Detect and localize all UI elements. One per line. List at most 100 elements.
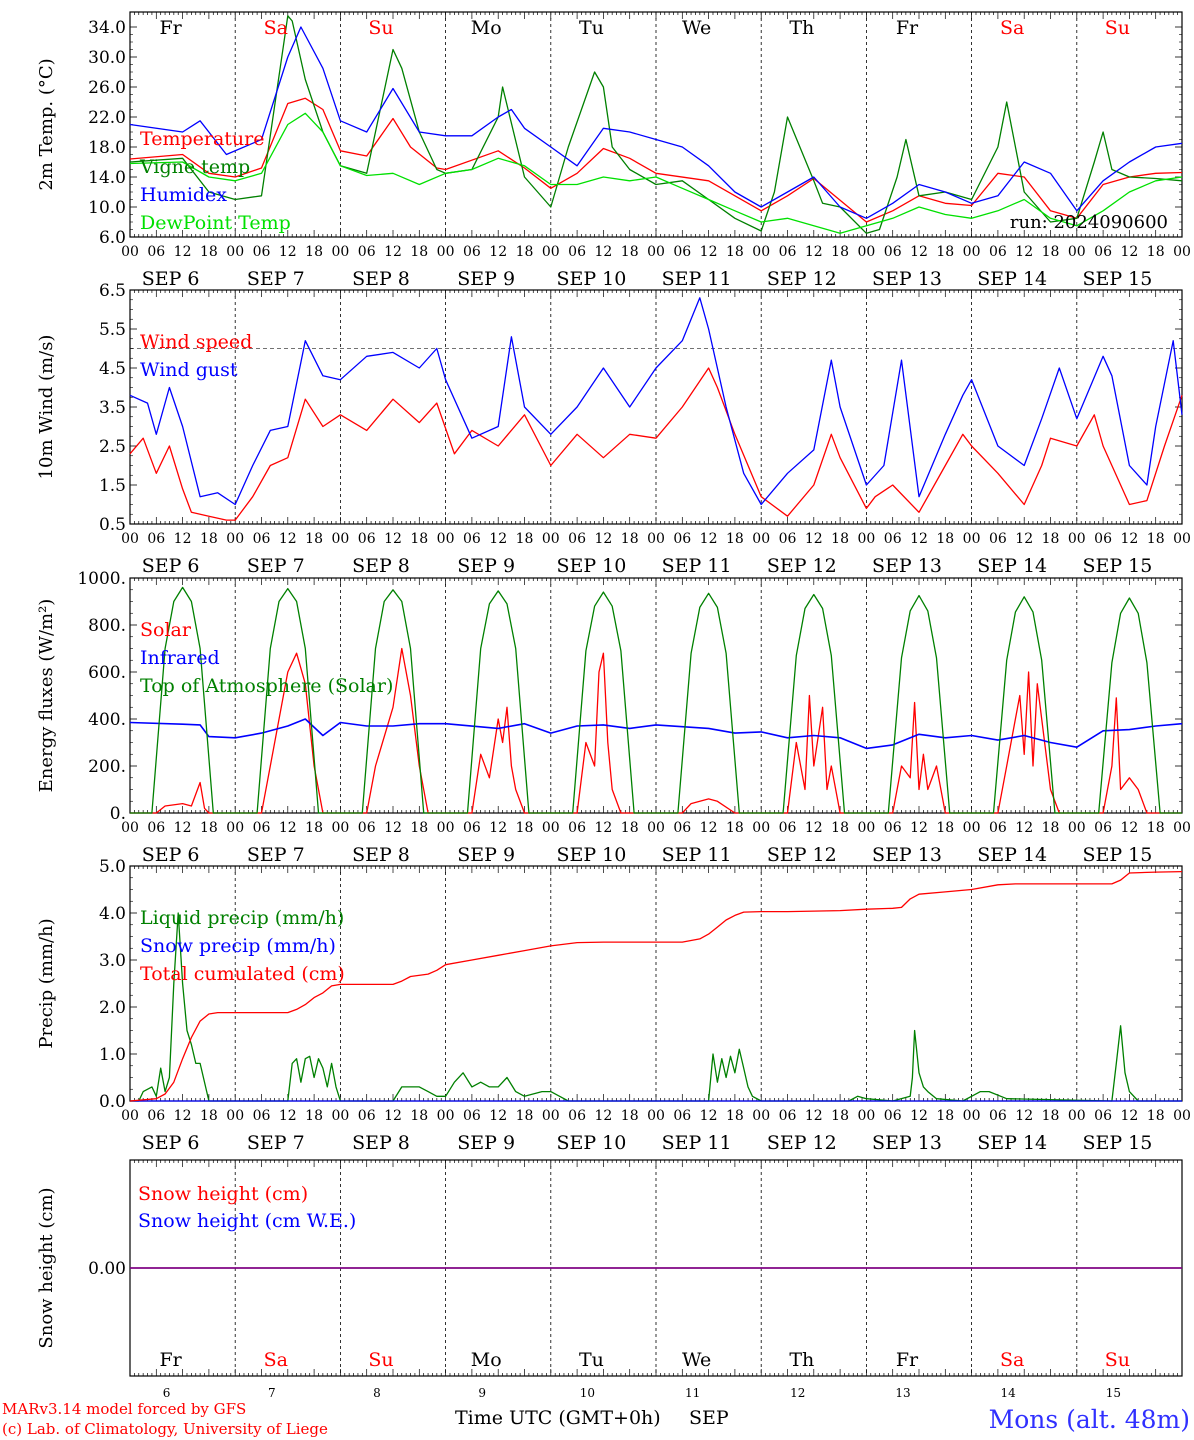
- panel-4: 0.0 1.0 2.0 3.0 4.0 5.0 Precip (mm/h) 00 06 12 18 0…: [36, 857, 1191, 1154]
- run-label: run: 2024090600: [1010, 212, 1168, 233]
- hour-label: 18: [1147, 1108, 1165, 1124]
- legend-entry: Snow height (cm): [138, 1183, 308, 1205]
- hour-label: 12: [279, 1108, 297, 1124]
- date-label: SEP 13: [872, 1132, 942, 1154]
- hour-label: 18: [305, 1108, 323, 1124]
- hour-label: 06: [253, 531, 271, 547]
- hour-label: 18: [1042, 820, 1060, 836]
- date-label: SEP 14: [977, 555, 1047, 577]
- hour-label: 00: [963, 244, 981, 260]
- day-number-label: 10: [580, 1386, 595, 1400]
- y-tick-label: 1000.: [77, 569, 126, 589]
- y-tick-label: 3.0: [99, 951, 126, 971]
- footer-copyright: (c) Lab. of Climatology, University of L…: [2, 1420, 328, 1438]
- series-top-of-atmosphere-solar-: [130, 586, 1182, 814]
- y-tick-label: 0.5: [99, 515, 126, 535]
- hour-label: 00: [331, 820, 349, 836]
- hour-label: 00: [647, 1108, 665, 1124]
- weekday-label: Fr: [159, 17, 182, 39]
- hour-label: 18: [1147, 820, 1165, 836]
- date-label: SEP 6: [142, 844, 200, 866]
- hour-label: 18: [410, 820, 428, 836]
- date-label: SEP 8: [352, 555, 410, 577]
- hour-label: 00: [963, 531, 981, 547]
- weekday-label: Th: [789, 1349, 814, 1371]
- day-number-label: 7: [268, 1386, 276, 1400]
- series-humidex: [129, 26, 1183, 219]
- date-label: SEP 10: [556, 555, 626, 577]
- date-label: SEP 7: [247, 555, 305, 577]
- hour-label: 18: [831, 244, 849, 260]
- hour-label: 06: [147, 244, 165, 260]
- hour-label: 12: [489, 820, 507, 836]
- date-label: SEP 15: [1082, 844, 1152, 866]
- hour-label: 12: [700, 820, 718, 836]
- y-tick-label: 5.5: [99, 320, 126, 340]
- hour-label: 12: [910, 1108, 928, 1124]
- hour-label: 00: [437, 244, 455, 260]
- y-tick-label: 6.0: [99, 228, 126, 248]
- weekday-label: Su: [368, 1349, 393, 1371]
- series-liquid-precip-mm-h-: [130, 912, 1182, 1102]
- date-label: SEP 11: [662, 555, 732, 577]
- panel-2: 0.5 1.5 2.5 3.5 4.5 5.5 6.5 10m Wind (m/s) 00 06 1…: [36, 281, 1191, 577]
- hour-label: 06: [884, 244, 902, 260]
- hour-label: 12: [805, 1108, 823, 1124]
- date-label: SEP 14: [977, 1132, 1047, 1154]
- hour-label: 06: [463, 244, 481, 260]
- hour-label: 18: [726, 244, 744, 260]
- hour-label: 00: [647, 244, 665, 260]
- hour-label: 00: [121, 244, 139, 260]
- hour-label: 12: [594, 531, 612, 547]
- hour-label: 12: [1120, 531, 1138, 547]
- hour-label: 00: [1173, 244, 1191, 260]
- hour-label: 00: [1068, 244, 1086, 260]
- y-axis-title: 10m Wind (m/s): [36, 335, 57, 480]
- hour-label: 18: [410, 531, 428, 547]
- hour-label: 00: [226, 1108, 244, 1124]
- date-label: SEP 12: [767, 268, 837, 290]
- weekday-label: Sa: [1000, 17, 1024, 39]
- hour-label: 06: [989, 1108, 1007, 1124]
- date-label: SEP 7: [247, 1132, 305, 1154]
- hour-label: 06: [884, 531, 902, 547]
- hour-label: 00: [857, 1108, 875, 1124]
- y-tick-label: 22.0: [88, 108, 126, 128]
- hour-label: 18: [621, 244, 639, 260]
- hour-label: 00: [1173, 1108, 1191, 1124]
- date-label: SEP 13: [872, 844, 942, 866]
- hour-label: 18: [1042, 1108, 1060, 1124]
- x-axis-month: SEP: [689, 1407, 729, 1429]
- hour-label: 00: [542, 1108, 560, 1124]
- hour-label: 00: [857, 244, 875, 260]
- date-label: SEP 8: [352, 268, 410, 290]
- hour-label: 18: [831, 531, 849, 547]
- hour-label: 18: [936, 244, 954, 260]
- date-label: SEP 13: [872, 555, 942, 577]
- hour-label: 00: [1068, 820, 1086, 836]
- hour-label: 06: [779, 820, 797, 836]
- hour-label: 00: [226, 244, 244, 260]
- hour-label: 18: [305, 531, 323, 547]
- y-tick-label: 34.0: [88, 18, 126, 38]
- hour-label: 06: [779, 531, 797, 547]
- hour-label: 18: [516, 531, 534, 547]
- hour-label: 18: [200, 820, 218, 836]
- y-tick-label: 0.00: [88, 1259, 126, 1279]
- legend-entry: Total cumulated (cm): [140, 963, 345, 985]
- y-axis-title: Energy fluxes (W/m²): [36, 599, 57, 793]
- hour-label: 06: [147, 531, 165, 547]
- day-number-label: 12: [790, 1386, 805, 1400]
- hour-label: 12: [174, 244, 192, 260]
- date-label: SEP 7: [247, 268, 305, 290]
- hour-label: 18: [831, 1108, 849, 1124]
- hour-label: 00: [331, 1108, 349, 1124]
- panel-1: 6.0 10.0 14.0 18.0 22.0 26.0 30.0 34.0 2m Temp. …: [36, 11, 1191, 290]
- hour-label: 12: [279, 820, 297, 836]
- date-label: SEP 10: [556, 844, 626, 866]
- y-axis-title: Precip (mm/h): [36, 918, 57, 1048]
- weekday-label: Tu: [579, 1349, 604, 1371]
- hour-label: 00: [752, 531, 770, 547]
- weekday-label: Sa: [1000, 1349, 1024, 1371]
